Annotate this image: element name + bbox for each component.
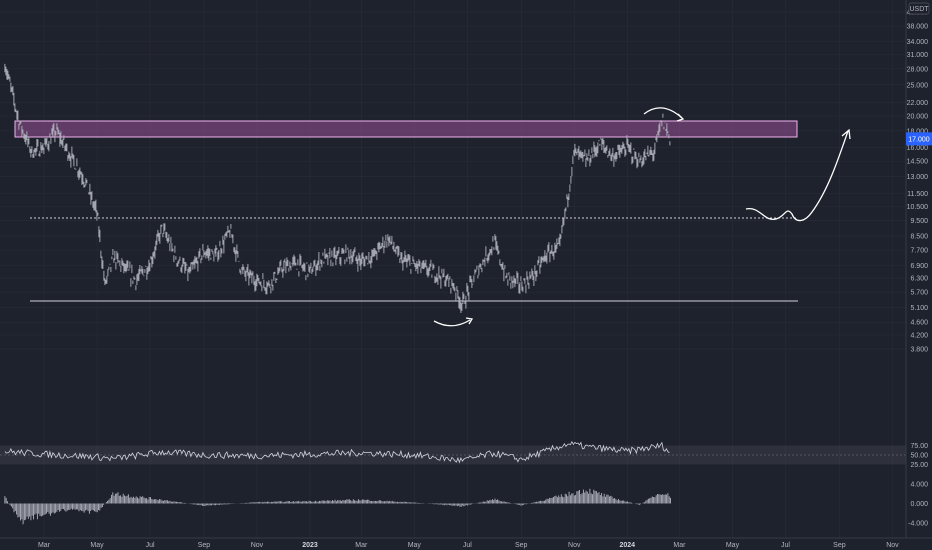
- price-tick-label: 22.000: [907, 100, 929, 107]
- price-tick-label: 5.100: [910, 305, 928, 312]
- price-tick-label: 18.000: [907, 128, 929, 135]
- histogram-tick-label: 4.000: [910, 482, 928, 489]
- time-tick-label: Sep: [198, 542, 211, 549]
- time-tick-label: 2024: [619, 542, 635, 549]
- time-tick-label: Jul: [781, 542, 790, 549]
- oscillator-tick-label: 50.00: [910, 453, 928, 460]
- price-tick-label: 9.500: [910, 218, 928, 225]
- price-tick-label: 4.600: [910, 320, 928, 327]
- resistance-zone[interactable]: [14, 120, 798, 138]
- price-tick-label: 20.000: [907, 114, 929, 121]
- oscillator-tick-label: 75.00: [910, 443, 928, 450]
- time-tick-label: 2023: [302, 542, 318, 549]
- currency-label: USDT: [909, 6, 929, 13]
- histogram-series: [4, 488, 671, 525]
- time-tick-label: Nov: [568, 542, 581, 549]
- price-series: [4, 63, 671, 313]
- price-tick-label: 5.700: [910, 290, 928, 297]
- price-tick-label: 25.000: [907, 82, 929, 89]
- price-tick-label: 28.000: [907, 66, 929, 73]
- price-tick-label: 13.000: [907, 174, 929, 181]
- price-tick-label: 34.000: [907, 39, 929, 46]
- currency-badge[interactable]: [908, 2, 930, 15]
- price-tick-label: 8.500: [910, 234, 928, 241]
- time-tick-label: Mar: [673, 542, 686, 549]
- histogram-tick-label: 0.000: [910, 501, 928, 508]
- oscillator-series: [4, 440, 670, 464]
- time-tick-label: Mar: [355, 542, 368, 549]
- histogram-bars[interactable]: [4, 488, 671, 525]
- oscillator-tick-label: 25.00: [910, 462, 928, 469]
- price-tick-label: 6.300: [910, 276, 928, 283]
- bounce-arrowhead: [465, 317, 474, 325]
- time-tick-label: Jul: [463, 542, 472, 549]
- price-bars[interactable]: [4, 63, 671, 313]
- price-tick-label: 3.800: [910, 347, 928, 354]
- top-arrowhead: [676, 113, 685, 122]
- price-tick-label: 10.500: [907, 204, 929, 211]
- bounce-arrow[interactable]: [433, 319, 471, 327]
- grid: [0, 0, 906, 538]
- time-tick-label: May: [726, 542, 740, 549]
- histogram-tick-label: -4.000: [908, 520, 928, 527]
- price-tick-label: 4.200: [910, 332, 928, 339]
- current-price-marker[interactable]: [906, 132, 932, 146]
- time-tick-label: May: [408, 542, 422, 549]
- price-tick-label: 6.900: [910, 263, 928, 270]
- time-tick-label: Jul: [146, 542, 155, 549]
- time-tick-label: Mar: [38, 542, 51, 549]
- current-price-label: 17.000: [908, 136, 930, 143]
- price-tick-label: 11.500: [907, 191, 928, 198]
- projection-path[interactable]: [745, 130, 849, 222]
- price-tick-label: 16.000: [907, 145, 929, 152]
- time-tick-label: Sep: [515, 542, 528, 549]
- time-tick-label: May: [90, 542, 104, 549]
- oscillator-line[interactable]: [4, 440, 670, 464]
- time-tick-label: Sep: [833, 542, 846, 549]
- time-tick-label: Nov: [251, 542, 264, 549]
- price-tick-label: 14.500: [907, 159, 929, 166]
- price-axis[interactable]: 42.00038.00034.00031.00028.00025.00022.0…: [907, 10, 929, 528]
- projection-arrowhead: [841, 128, 851, 140]
- time-axis[interactable]: Mar May Jul Sep Nov 2023 Mar May Jul Sep Nov 2024 Ma…: [38, 542, 899, 549]
- price-tick-label: 7.700: [910, 247, 928, 254]
- time-tick-label: Nov: [886, 542, 899, 549]
- price-tick-label: 38.000: [907, 24, 929, 31]
- price-tick-label: 31.000: [907, 52, 929, 59]
